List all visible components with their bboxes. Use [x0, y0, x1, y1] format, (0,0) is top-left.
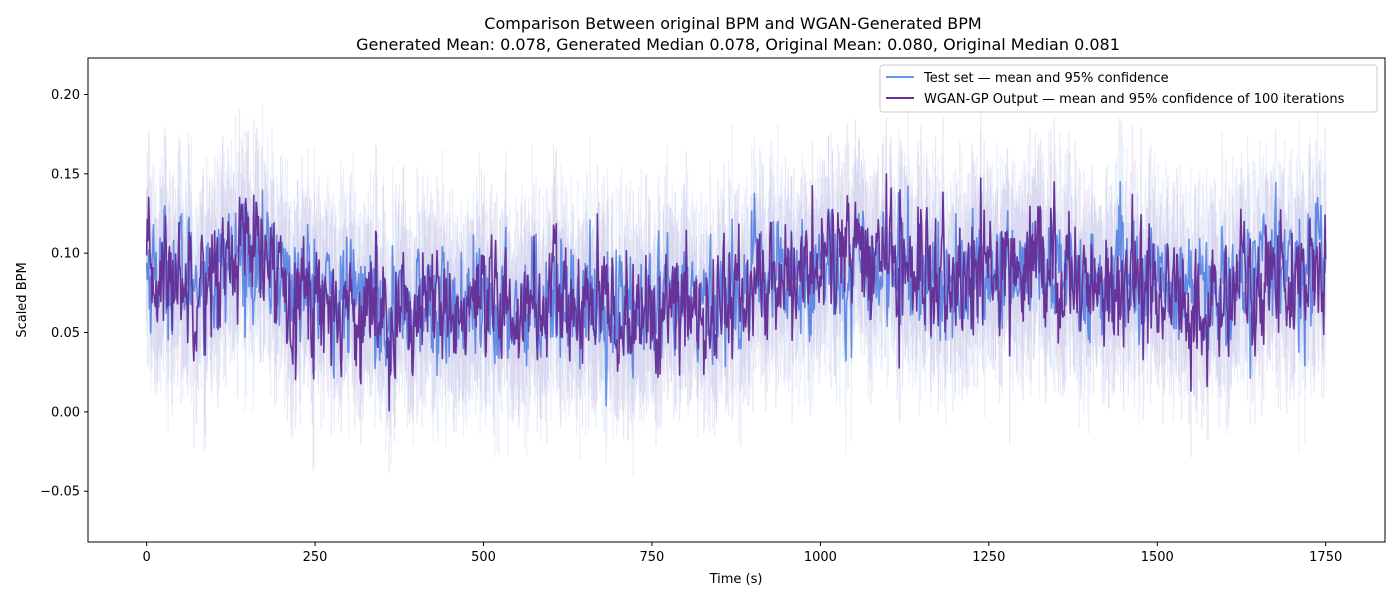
x-axis-label: Time (s): [709, 572, 763, 587]
legend: Test set — mean and 95% confidence WGAN-…: [879, 64, 1378, 113]
x-axis: 0 250 500 750 1000 1250 1500 1750: [142, 542, 1342, 565]
y-axis-label: Scaled BPM: [15, 262, 30, 337]
x-tick-label: 1000: [804, 550, 837, 565]
x-tick-label: 750: [640, 550, 665, 565]
chart-title: Comparison Between original BPM and WGAN…: [484, 14, 981, 33]
legend-box: [879, 64, 1378, 113]
legend-label-wgan: WGAN-GP Output — mean and 95% confidence…: [924, 92, 1345, 107]
y-axis: −0.05 0.00 0.05 0.10 0.15 0.20: [40, 88, 88, 500]
chart-subtitle: Generated Mean: 0.078, Generated Median …: [356, 35, 1120, 54]
series-layer: [145, 104, 1327, 476]
y-tick-label: 0.15: [51, 167, 80, 182]
series-line-test: [145, 180, 1327, 407]
x-tick-label: 1500: [1141, 550, 1174, 565]
series-line-wgan: [145, 173, 1327, 412]
legend-label-test: Test set — mean and 95% confidence: [923, 71, 1169, 86]
y-tick-label: 0.05: [51, 326, 80, 341]
y-tick-label: 0.10: [51, 247, 80, 262]
y-tick-label: 0.00: [51, 405, 80, 420]
axes-frame: [87, 57, 1386, 543]
x-tick-label: 500: [471, 550, 496, 565]
x-tick-label: 1750: [1309, 550, 1342, 565]
y-tick-label: −0.05: [40, 485, 80, 500]
x-tick-label: 0: [142, 550, 150, 565]
x-tick-label: 250: [303, 550, 328, 565]
y-tick-label: 0.20: [51, 88, 80, 103]
plot-area: [87, 57, 1386, 543]
x-tick-label: 1250: [972, 550, 1005, 565]
